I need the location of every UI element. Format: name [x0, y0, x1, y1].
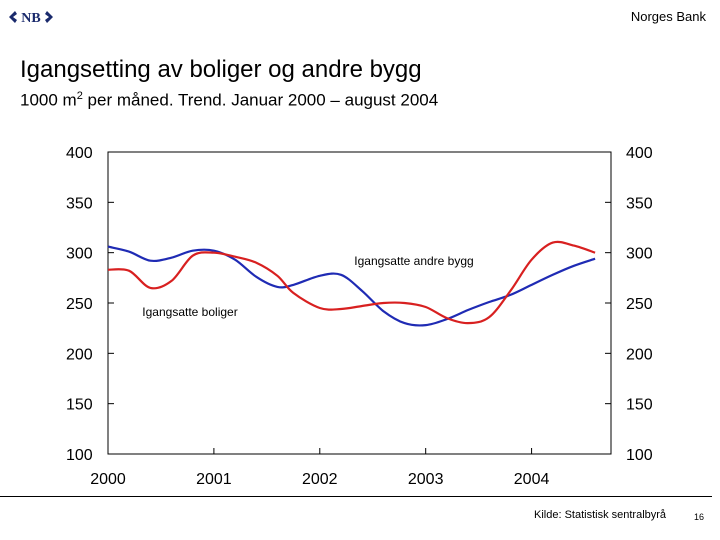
y-axis-left: 100 150 200 250 300 350 400: [66, 145, 114, 464]
y-tick-left-label: 250: [66, 296, 93, 313]
x-tick-label: 2004: [514, 471, 550, 488]
y-tick-right-label: 250: [626, 296, 653, 313]
y-tick-right-label: 400: [626, 145, 653, 162]
y-tick-right-label: 200: [626, 346, 653, 363]
series-line-andre-bygg: [107, 240, 596, 325]
plot-frame: [107, 151, 612, 455]
x-tick-label: 2002: [302, 471, 338, 488]
y-tick-left-label: 350: [66, 195, 93, 212]
series-layer: [107, 240, 596, 327]
subtitle-unit-exponent: 2: [76, 90, 83, 102]
series-line-boliger: [107, 245, 596, 327]
y-tick-right-label: 150: [626, 397, 653, 414]
footer-rule: [0, 496, 712, 497]
y-tick-left-label: 400: [66, 145, 93, 162]
y-axis-right: 100 150 200 250 300 350 400: [605, 145, 653, 464]
logo-text: NB: [21, 11, 40, 26]
x-tick-label: 2003: [408, 471, 444, 488]
page-number: 16: [694, 512, 705, 522]
y-tick-left-label: 300: [66, 246, 93, 263]
y-tick-right-label: 100: [626, 447, 653, 464]
x-tick-label: 2000: [90, 471, 126, 488]
chart-subtitle: 1000 m2 per måned. Trend. Januar 2000 – …: [20, 90, 438, 111]
annotation-boliger: Igangsatte boliger: [142, 305, 237, 319]
y-tick-left-label: 150: [66, 397, 93, 414]
y-tick-left-label: 200: [66, 346, 93, 363]
y-tick-right-label: 350: [626, 195, 653, 212]
chart-title: Igangsetting av boliger og andre bygg: [20, 56, 422, 83]
x-tick-label: 2001: [196, 471, 232, 488]
bank-name: Norges Bank: [630, 9, 706, 24]
subtitle-description: per måned. Trend. Januar 2000 – august 2…: [82, 90, 439, 110]
x-axis: 2000 2001 2002 2003 2004: [90, 448, 549, 488]
y-tick-right-label: 300: [626, 246, 653, 263]
y-tick-left-label: 100: [66, 447, 93, 464]
subtitle-unit: 1000 m: [20, 90, 77, 110]
norges-bank-logo: NB: [9, 11, 53, 26]
annotation-andre-bygg: Igangsatte andre bygg: [354, 254, 473, 268]
source-note: Kilde: Statistisk sentralbyrå: [534, 509, 667, 521]
